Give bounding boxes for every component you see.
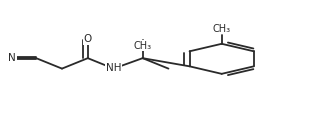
Text: CH₃: CH₃ <box>133 41 152 51</box>
Text: N: N <box>8 53 16 63</box>
Text: NH: NH <box>106 63 122 73</box>
Text: CH₃: CH₃ <box>213 24 231 34</box>
Text: O: O <box>84 34 92 44</box>
